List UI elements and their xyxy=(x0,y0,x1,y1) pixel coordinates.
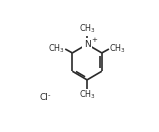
Text: $\mathrm{CH_3}$: $\mathrm{CH_3}$ xyxy=(109,43,126,55)
Text: $\mathrm{CH_3}$: $\mathrm{CH_3}$ xyxy=(79,89,96,101)
Text: Cl: Cl xyxy=(40,93,49,102)
Text: $\mathrm{CH_3}$: $\mathrm{CH_3}$ xyxy=(79,23,96,36)
Text: -: - xyxy=(47,92,50,98)
Text: $\mathrm{CH_3}$: $\mathrm{CH_3}$ xyxy=(48,43,65,55)
Text: +: + xyxy=(91,37,97,43)
Text: N: N xyxy=(84,40,90,49)
